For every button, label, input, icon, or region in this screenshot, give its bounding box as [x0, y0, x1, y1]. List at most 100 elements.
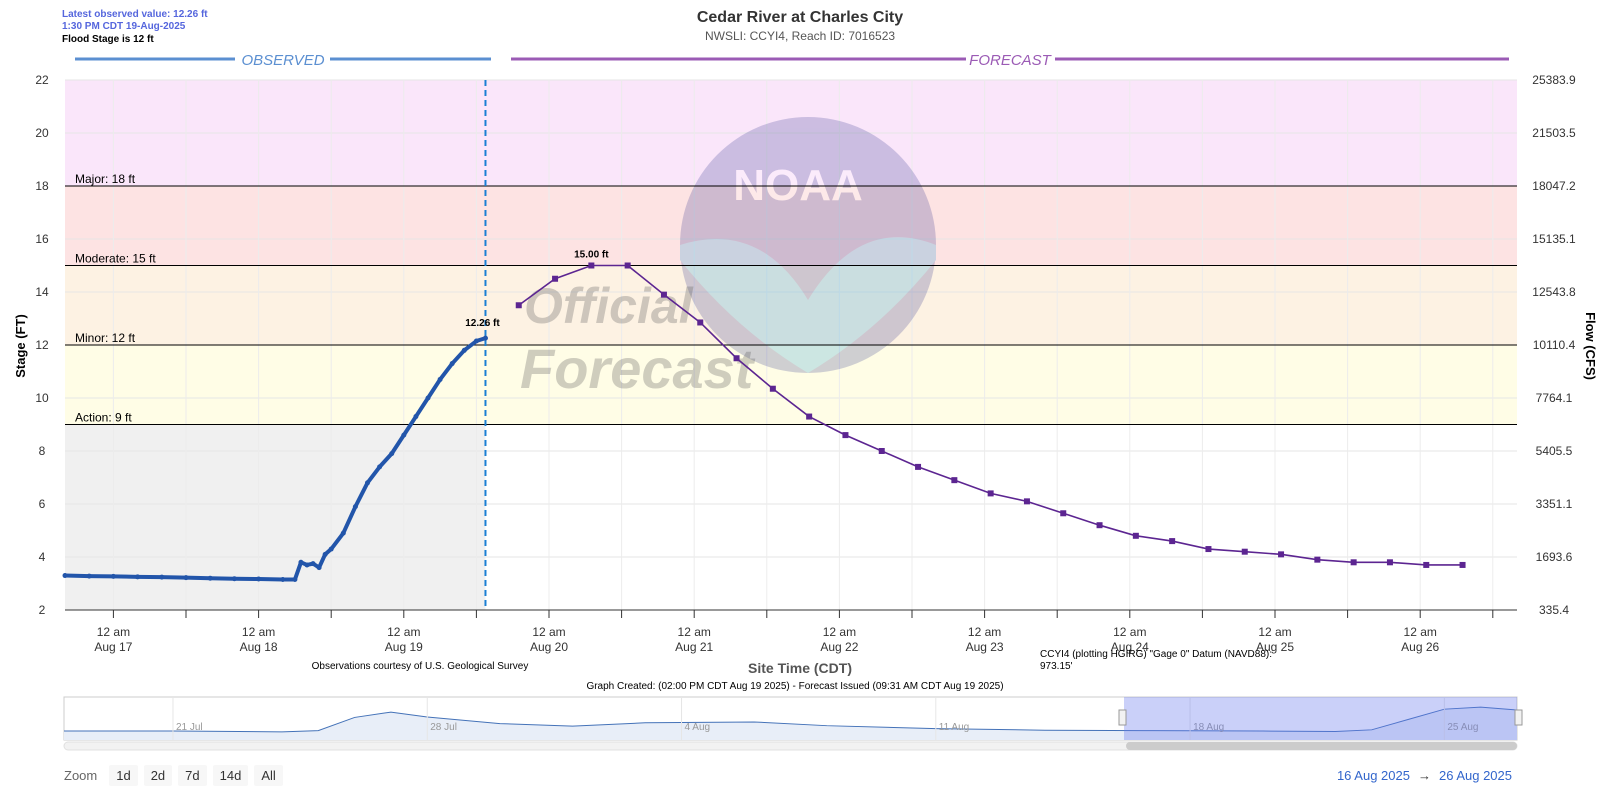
- forecast-point: [1060, 510, 1067, 517]
- x-tick-label-time: 12 am: [242, 625, 275, 639]
- x-tick-label-time: 12 am: [532, 625, 565, 639]
- y-tick-label: 20: [35, 126, 49, 140]
- zoom-2d-button[interactable]: 2d: [143, 764, 173, 786]
- y2-axis-title: Flow (CFS): [1583, 312, 1598, 380]
- navigator-selection[interactable]: [1124, 697, 1517, 740]
- observed-point: [62, 573, 68, 579]
- x-tick-label-date: Aug 20: [530, 640, 568, 654]
- date-range: 16 Aug 2025 → 26 Aug 2025: [1337, 764, 1512, 786]
- navigator-line: [64, 706, 1518, 733]
- x-tick-label-date: Aug 24: [1111, 640, 1149, 654]
- x-tick-label-date: Aug 17: [94, 640, 132, 654]
- observed-point: [461, 347, 467, 353]
- y2-tick-label: 25383.9: [1532, 73, 1576, 87]
- range-to-input[interactable]: 26 Aug 2025: [1438, 767, 1512, 783]
- observed-point: [340, 530, 346, 536]
- noaa-seal-icon: [680, 117, 936, 373]
- y-tick-label: 18: [35, 179, 49, 193]
- observed-point: [473, 338, 479, 344]
- zoom-14d-button[interactable]: 14d: [212, 764, 249, 786]
- forecast-point: [1350, 559, 1357, 566]
- x-tick-label-date: Aug 25: [1256, 640, 1294, 654]
- forecast-point: [515, 302, 522, 309]
- forecast-point: [1169, 538, 1176, 545]
- zoom-controls: Zoom 1d 2d 7d 14d All: [64, 764, 283, 786]
- y2-tick-label: 10110.4: [1533, 338, 1576, 352]
- observed-point: [401, 432, 407, 438]
- range-arrow-icon: →: [1417, 767, 1431, 783]
- x-tick-label-time: 12 am: [968, 625, 1001, 639]
- flood-stage-note: Flood Stage is 12 ft: [62, 34, 154, 45]
- observed-point: [437, 376, 443, 382]
- watermark-line1: Official: [524, 278, 694, 334]
- y2-tick-label: 5405.5: [1536, 444, 1573, 458]
- x-tick-label-time: 12 am: [387, 625, 420, 639]
- forecast-point: [1386, 559, 1393, 566]
- x-tick-label-date: Aug 18: [240, 640, 278, 654]
- observed-point: [322, 551, 328, 557]
- observed-point: [183, 575, 189, 581]
- forecast-point: [1278, 551, 1285, 558]
- y-tick-label: 10: [35, 391, 49, 405]
- observations-credit: Observations courtesy of U.S. Geological…: [312, 661, 529, 672]
- flood-line-label: Action: 9 ft: [75, 411, 132, 425]
- observed-point: [449, 361, 455, 367]
- x-tick-label-date: Aug 26: [1401, 640, 1439, 654]
- y-axis-title: Stage (FT): [13, 314, 28, 378]
- navigator-date-label: 4 Aug: [685, 722, 711, 733]
- observed-latest-label: 12.26 ft: [465, 318, 500, 329]
- forecast-point: [842, 432, 849, 439]
- chart-axes: 22 25383.9 20 21503.5 18 18047.2 16 15135.1 14 12…: [35, 73, 1576, 654]
- x-tick-label-time: 12 am: [1404, 625, 1437, 639]
- observed-point: [86, 573, 92, 579]
- forecast-point: [1241, 548, 1248, 555]
- y2-tick-label: 7764.1: [1536, 391, 1573, 405]
- observed-point: [298, 559, 304, 565]
- navigator-date-label: 21 Jul: [176, 722, 203, 733]
- y-tick-label: 12: [35, 338, 49, 352]
- flood-line-label: Moderate: 15 ft: [75, 252, 156, 266]
- navigator-right-handle[interactable]: [1514, 709, 1523, 726]
- observed-point: [365, 480, 370, 486]
- datum-line-1: CCYI4 (plotting HGIRG) "Gage 0" Datum (N…: [1040, 649, 1272, 660]
- observed-point: [425, 395, 431, 401]
- zoom-all-button[interactable]: All: [254, 764, 283, 786]
- forecast-section-label: FORECAST: [969, 52, 1053, 69]
- flood-category-lines: Action: 9 ft Minor: 12 ft Moderate: 15 ft M…: [65, 172, 1517, 425]
- observed-point: [389, 451, 395, 457]
- observed-point: [316, 565, 322, 571]
- forecast-point: [915, 463, 922, 470]
- noaa-wave-icon: [680, 237, 936, 373]
- navigator-scrollbar-thumb[interactable]: [1126, 742, 1517, 750]
- zoom-label: Zoom: [64, 767, 98, 783]
- x-tick-label-date: Aug 21: [675, 640, 713, 654]
- observed-point: [280, 577, 286, 583]
- x-tick-label-time: 12 am: [823, 625, 856, 639]
- range-from-input[interactable]: 16 Aug 2025: [1336, 767, 1410, 783]
- navigator[interactable]: 21 Jul 28 Jul 4 Aug 11 Aug 18 Aug 25 Aug: [63, 696, 1523, 751]
- forecast-point: [697, 319, 704, 326]
- x-axis-title: Site Time (CDT): [748, 660, 852, 676]
- x-tick-label-time: 12 am: [1113, 625, 1146, 639]
- y-tick-label: 16: [35, 232, 49, 246]
- graph-created-note: Graph Created: (02:00 PM CDT Aug 19 2025…: [586, 681, 1003, 692]
- forecast-point: [806, 413, 813, 420]
- x-tick-label-date: Aug 19: [385, 640, 423, 654]
- forecast-point: [1023, 498, 1030, 505]
- observed-point: [482, 335, 488, 341]
- observed-point: [352, 504, 358, 510]
- forecast-point: [769, 385, 776, 392]
- zoom-7d-button[interactable]: 7d: [178, 764, 207, 786]
- x-tick-label-time: 12 am: [97, 625, 130, 639]
- navigator-left-handle[interactable]: [1118, 709, 1127, 726]
- navigator-content: 21 Jul 28 Jul 4 Aug 11 Aug 18 Aug 25 Aug: [64, 697, 1518, 740]
- forecast-point: [552, 275, 559, 282]
- observed-point: [231, 576, 237, 582]
- y-tick-label: 8: [39, 444, 46, 458]
- zoom-1d-button[interactable]: 1d: [109, 764, 138, 786]
- navigator-date-label: 18 Aug: [1193, 722, 1224, 733]
- y-tick-label: 6: [39, 497, 46, 511]
- forecast-point: [624, 262, 631, 269]
- y2-tick-label: 1693.6: [1536, 550, 1573, 564]
